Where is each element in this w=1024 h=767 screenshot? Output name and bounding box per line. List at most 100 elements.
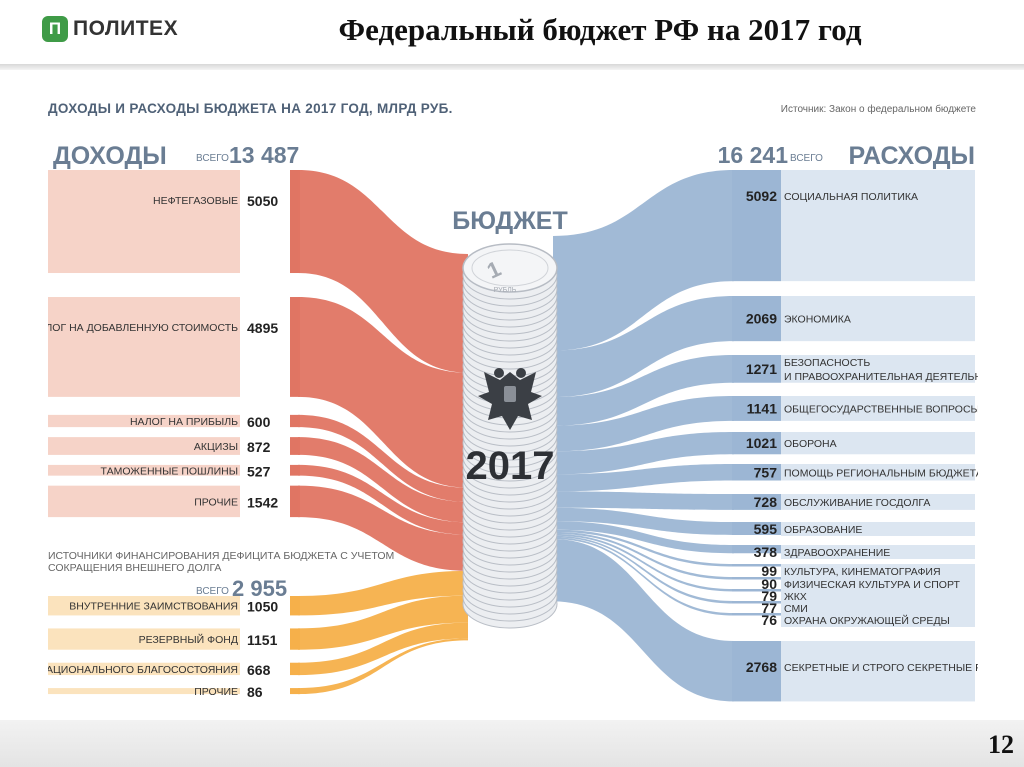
infographic-heading: ДОХОДЫ И РАСХОДЫ БЮДЖЕТА НА 2017 ГОД, МЛ… [48, 101, 453, 116]
income-box-таможенные-пошлины [48, 464, 240, 476]
income-value-налог-на-добавленную-стоимость: 4895 [247, 320, 278, 336]
expense-box-социальная-политика [781, 170, 975, 282]
income-label-акцизы: АКЦИЗЫ [194, 441, 238, 453]
income-bar-налог-на-прибыль [290, 414, 300, 428]
expense-value-социальная-политика: 5092 [746, 188, 777, 204]
expense-flow-экономика [553, 296, 734, 398]
expense-box-помощь-региональным-бюджетам [781, 464, 975, 481]
expense-value-охрана-окружающей-среды: 76 [761, 612, 777, 628]
expense-value-здравоохранение: 378 [754, 544, 778, 560]
coin-unit: РУБЛЬ [494, 287, 517, 294]
expense-bar-образование [732, 522, 781, 535]
deficit-box-прочие [48, 688, 240, 695]
income-box-прочие [48, 485, 240, 518]
deficit-flow-внутренние-заимствования [298, 570, 468, 616]
income-bar-налог-на-добавленную-стоимость [290, 297, 300, 397]
expense-total: 16 241 [718, 142, 789, 168]
flow-ribbons [290, 170, 781, 702]
page-number: 12 [988, 730, 1014, 759]
income-flow-налог-на-добавленную-стоимость [298, 297, 468, 488]
income-value-прочие: 1542 [247, 494, 278, 510]
expense-label-безопасность-и-правоохранительная-деятельность: БЕЗОПАСНОСТЬ [784, 357, 870, 369]
expense-label-секретные-и-строго-секретные-расходы: СЕКРЕТНЫЕ И СТРОГО СЕКРЕТНЫЕ РАСХОДЫ [784, 662, 978, 674]
income-value-акцизы: 872 [247, 439, 271, 455]
income-flow-таможенные-пошлины [298, 464, 468, 535]
expense-flow-здравоохранение [553, 521, 734, 554]
expense-label-экономика: ЭКОНОМИКА [784, 314, 851, 326]
expense-label-сми: СМИ [784, 603, 808, 615]
expense-bar-общегосударственные-вопросы [732, 396, 781, 421]
income-flow-акцизы [298, 437, 468, 523]
expense-label-здравоохранение: ЗДРАВООХРАНЕНИЕ [784, 547, 890, 559]
expense-box-общегосударственные-вопросы [781, 396, 975, 421]
expense-box-охрана-окружающей-среды [781, 613, 975, 627]
category-boxes [48, 170, 975, 702]
income-heading: ДОХОДЫ [53, 142, 167, 170]
expense-label-общегосударственные-вопросы: ОБЩЕГОСУДАРСТВЕННЫЕ ВОПРОСЫ [784, 403, 978, 415]
expense-value-безопасность-и-правоохранительная-деятельность: 1271 [746, 361, 777, 377]
expense-value-физическая-культура-и-спорт: 90 [761, 576, 777, 592]
income-bar-нефтегазовые [290, 170, 300, 274]
deficit-box-фонд-национального-благосостояния [48, 662, 240, 676]
expense-label-образование: ОБРАЗОВАНИЕ [784, 524, 862, 536]
deficit-value-фонд-национального-благосостояния: 668 [247, 662, 271, 678]
expense-label-жкх: ЖКХ [784, 591, 807, 603]
expense-value-общегосударственные-вопросы: 1141 [747, 400, 778, 416]
expense-value-культура-кинематография: 99 [761, 563, 777, 579]
expense-flow-социальная-политика [553, 170, 734, 351]
expense-bar-физическая-культура-и-спорт [732, 577, 781, 580]
deficit-total-prefix: ВСЕГО [196, 586, 229, 597]
expense-box-обслуживание-госдолга [781, 494, 975, 510]
deficit-box-резервный-фонд [48, 628, 240, 650]
income-box-налог-на-прибыль [48, 414, 240, 428]
expense-bar-сми [732, 601, 781, 604]
expense-flow-физическая-культура-и-спорт [553, 531, 734, 580]
deficit-total: 2 955 [232, 576, 287, 601]
deficit-label-прочие: ПРОЧИЕ [194, 686, 238, 698]
expense-value-экономика: 2069 [746, 311, 777, 327]
income-label-таможенные-пошлины: ТАМОЖЕННЫЕ ПОШЛИНЫ [101, 465, 238, 477]
expense-box-оборона [781, 432, 975, 455]
expense-bar-экономика [732, 296, 781, 342]
budget-infographic: ДОХОДЫ И РАСХОДЫ БЮДЖЕТА НА 2017 ГОД, МЛ… [48, 96, 978, 708]
politeh-logo: П ПОЛИТЕХ [42, 16, 178, 42]
income-bar-акцизы [290, 437, 300, 455]
expense-label-культура-кинематография: КУЛЬТУРА, КИНЕМАТОГРАФИЯ [784, 566, 941, 578]
expense-flow-жкх [553, 533, 734, 592]
expense-bar-оборона [732, 432, 781, 455]
expense-bar-секретные-и-строго-секретные-расходы [732, 641, 781, 702]
expense-flow-безопасность-и-правоохранительная-деятельность [553, 355, 734, 426]
expense-bar-безопасность-и-правоохранительная-деятельность [732, 355, 781, 383]
expense-flow-оборона [553, 432, 734, 475]
expense-value-образование: 595 [754, 521, 778, 537]
expense-bar-здравоохранение [732, 545, 781, 554]
income-value-нефтегазовые: 5050 [247, 193, 278, 209]
deficit-flow-прочие [298, 638, 468, 695]
income-total-prefix: ВСЕГО [196, 153, 229, 164]
expense-label-социальная-политика: СОЦИАЛЬНАЯ ПОЛИТИКА [784, 191, 918, 203]
expense-bar-жкх [732, 589, 781, 592]
deficit-value-внутренние-заимствования: 1050 [247, 599, 278, 615]
expense-box-жкх [781, 589, 975, 603]
source-note: Источник: Закон о федеральном бюджете [781, 103, 977, 115]
header-divider [0, 64, 1024, 70]
expense-bar-социальная-политика [732, 170, 781, 282]
expense-flow-сми [553, 535, 734, 604]
income-flow-прочие [298, 485, 468, 571]
deficit-label-резервный-фонд: РЕЗЕРВНЫЙ ФОНД [139, 633, 238, 646]
expense-label-физическая-культура-и-спорт: ФИЗИЧЕСКАЯ КУЛЬТУРА И СПОРТ [784, 579, 961, 591]
logo-mark-icon: П [42, 16, 68, 42]
expense-value-оборона: 1021 [746, 435, 777, 451]
logo-text: ПОЛИТЕХ [73, 17, 179, 40]
income-total: 13 487 [229, 142, 299, 168]
expense-box-культура-кинематография [781, 564, 975, 578]
expense-flow-помощь-региональным-бюджетам [553, 464, 734, 492]
deficit-value-резервный-фонд: 1151 [247, 632, 278, 648]
expense-box-здравоохранение [781, 545, 975, 559]
expense-total-suffix: ВСЕГО [790, 153, 823, 164]
expense-heading: РАСХОДЫ [849, 142, 975, 170]
budget-title: БЮДЖЕТ [452, 207, 567, 235]
deficit-box-внутренние-заимствования [48, 596, 240, 616]
expense-label-безопасность-и-правоохранительная-деятельность-2: И ПРАВООХРАНИТЕЛЬНАЯ ДЕЯТЕЛЬНОСТЬ [784, 371, 978, 383]
expense-bar-обслуживание-госдолга [732, 494, 781, 510]
